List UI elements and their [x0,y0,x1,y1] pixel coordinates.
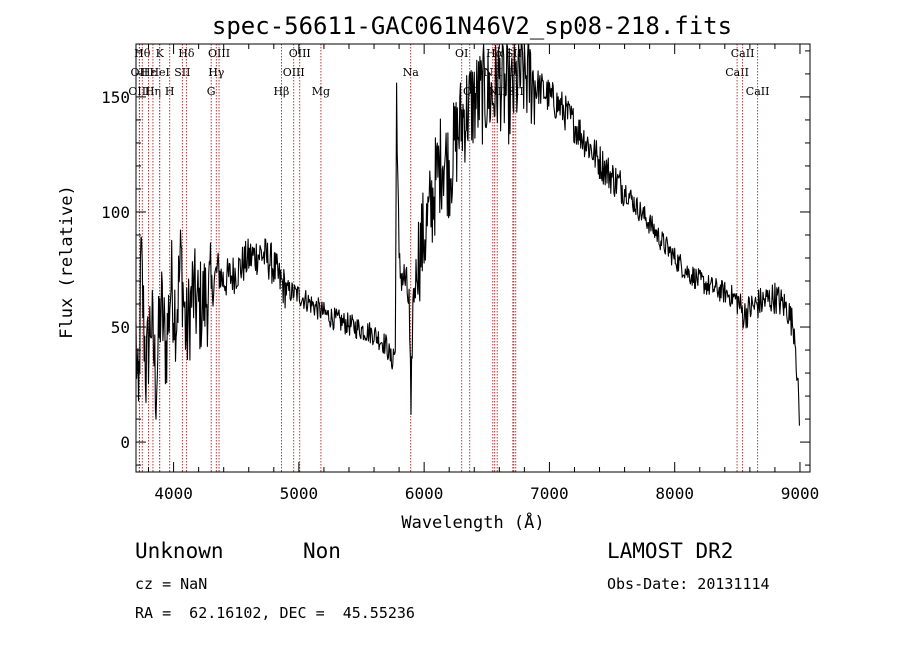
x-tick-label: 8000 [655,484,694,503]
line-marker-label: OI [455,47,468,60]
x-tick-label: 7000 [530,484,569,503]
line-marker-label: CaII [725,66,749,79]
line-marker-label: Hβ [273,85,289,98]
classification-label: Unknown [135,539,224,563]
line-marker-label: Hθ [134,47,151,60]
x-axis-label: Wavelength (Å) [401,511,544,533]
line-marker-label: Na [403,66,420,79]
line-marker-label: CaII [731,47,755,60]
y-tick-label: 100 [101,203,130,222]
y-tick-label: 0 [120,433,130,452]
redshift-value: cz = NaN [135,575,208,593]
coordinates-value: RA = 62.16102, DEC = 45.55236 [135,604,415,622]
line-marker-label: Mg [312,85,330,98]
emission-line-markers: HθOIIOIIIHεHηKHeIHSIIHδGHγOIIIHβOIIIOIII… [128,44,769,472]
line-marker-label: Hη [145,85,161,98]
line-marker-label: HeI [149,66,169,79]
x-tick-label: 4000 [154,484,193,503]
x-tick-label: 6000 [405,484,444,503]
line-marker-label: OIII [128,85,150,98]
line-marker-label: H [165,85,175,98]
x-axis: 4000 5000 6000 7000 8000 9000 [148,44,820,503]
spectrum-line [135,43,801,426]
chart-title: spec-56611-GAC061N46V2_sp08-218.fits [212,12,732,40]
y-tick-label: 50 [111,318,130,337]
y-tick-label: 150 [101,88,130,107]
line-marker-label: Hδ [178,47,195,60]
line-marker-label: SII [174,66,190,79]
line-marker-label: OIII [283,66,305,79]
y-axis: 0 50 100 150 [101,50,810,466]
obs-date-value: Obs-Date: 20131114 [607,575,770,593]
line-marker-label: OIII [289,47,311,60]
survey-label: LAMOST DR2 [607,539,734,563]
x-tick-label: 9000 [781,484,820,503]
y-axis-label: Flux (relative) [57,185,77,339]
line-marker-label: OIII [208,47,230,60]
line-marker-label: G [207,85,216,98]
line-marker-label: Li [507,66,518,79]
line-marker-label: Hγ [208,66,225,79]
x-tick-label: 5000 [280,484,319,503]
subclass-label: Non [303,539,341,563]
line-marker-label: CaII [746,85,770,98]
